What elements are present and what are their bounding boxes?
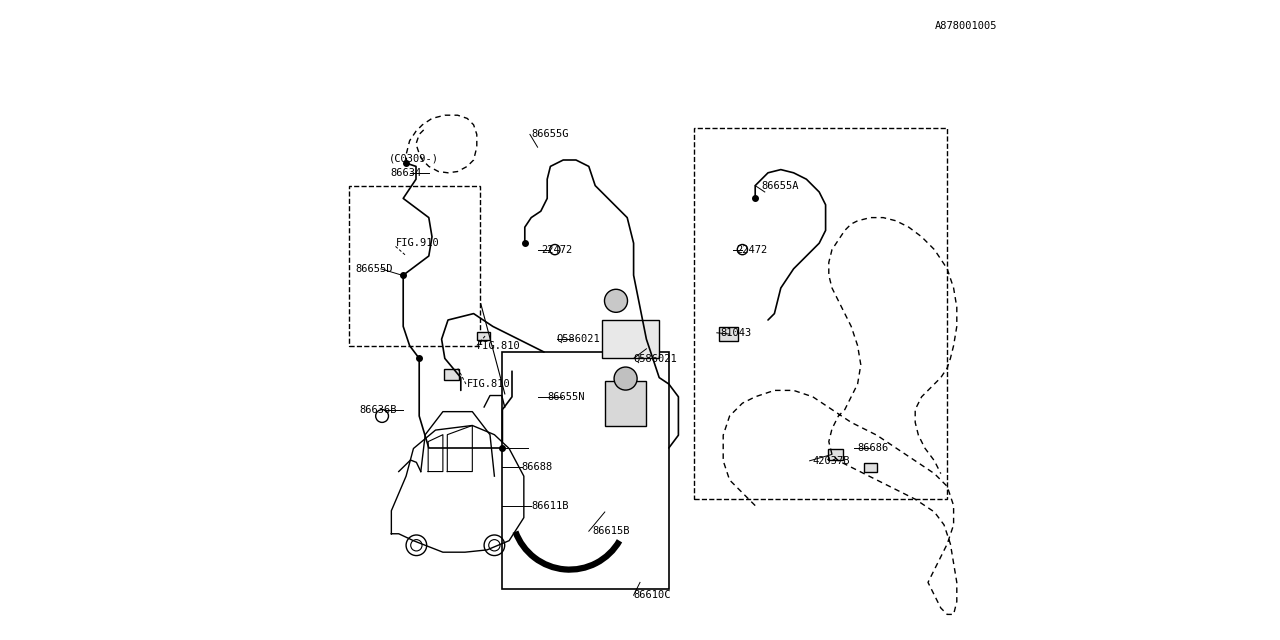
Circle shape bbox=[604, 289, 627, 312]
Bar bbox=[604, 381, 646, 426]
Text: 86655A: 86655A bbox=[762, 180, 799, 191]
Text: FIG.910: FIG.910 bbox=[396, 238, 439, 248]
Bar bbox=[864, 463, 877, 472]
Text: 22472: 22472 bbox=[540, 244, 572, 255]
Bar bbox=[602, 320, 659, 358]
Bar bbox=[719, 328, 739, 341]
Text: FIG.810: FIG.810 bbox=[467, 379, 511, 389]
Text: 86655D: 86655D bbox=[356, 264, 393, 274]
Text: 86634: 86634 bbox=[390, 168, 421, 178]
Text: 81043: 81043 bbox=[719, 328, 751, 338]
Text: Q586021: Q586021 bbox=[634, 353, 677, 364]
Text: A878001005: A878001005 bbox=[934, 20, 997, 31]
Bar bbox=[694, 128, 947, 499]
Circle shape bbox=[614, 367, 637, 390]
Text: 86686: 86686 bbox=[858, 443, 888, 453]
Text: (C0309-): (C0309-) bbox=[389, 154, 439, 164]
Text: 22472: 22472 bbox=[736, 244, 767, 255]
Bar bbox=[828, 449, 844, 460]
Bar bbox=[348, 186, 480, 346]
Text: 86636B: 86636B bbox=[360, 404, 397, 415]
Text: 86610C: 86610C bbox=[634, 590, 671, 600]
Text: 86611B: 86611B bbox=[531, 500, 568, 511]
Text: 86655N: 86655N bbox=[548, 392, 585, 402]
Text: Q586021: Q586021 bbox=[557, 334, 600, 344]
Text: 42037B: 42037B bbox=[813, 456, 850, 466]
Bar bbox=[477, 332, 490, 340]
Bar bbox=[502, 352, 668, 589]
Text: FIG.810: FIG.810 bbox=[477, 340, 521, 351]
Text: 86655G: 86655G bbox=[531, 129, 568, 140]
Text: 86688: 86688 bbox=[522, 462, 553, 472]
Bar bbox=[444, 369, 460, 380]
Text: 86615B: 86615B bbox=[591, 526, 630, 536]
